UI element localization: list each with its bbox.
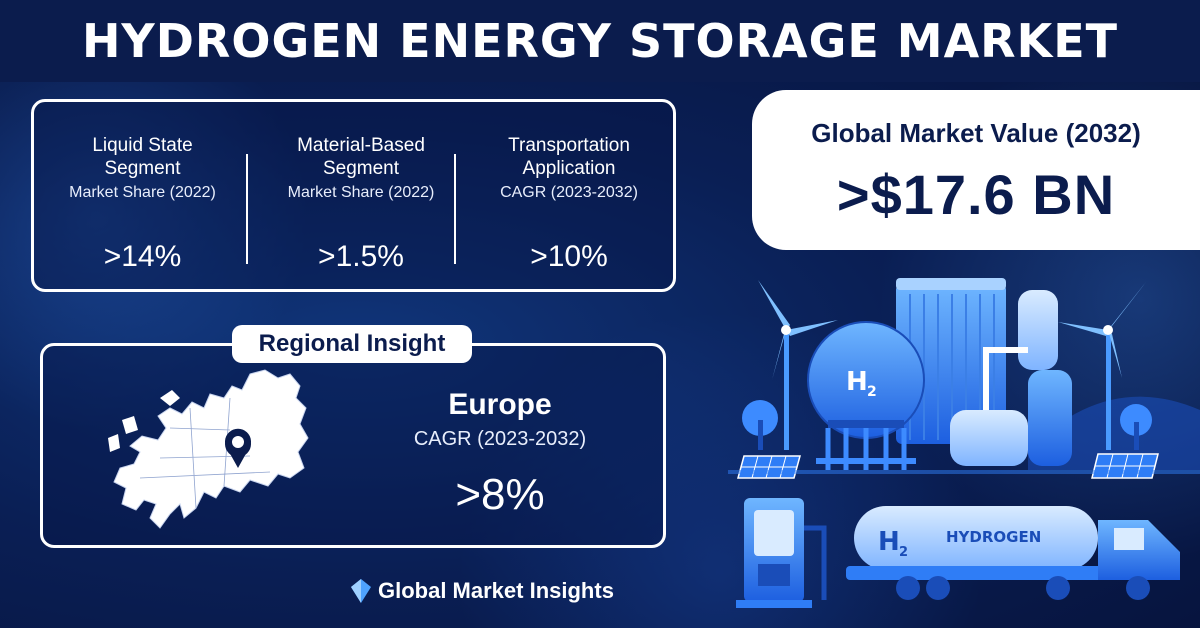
wind-turbine-right-icon <box>1058 282 1146 450</box>
tree-icon <box>742 400 778 450</box>
stat-title: Liquid State Segment <box>40 134 245 180</box>
solar-panel-icon <box>737 455 801 479</box>
global-value-title: Global Market Value (2032) <box>811 118 1141 148</box>
tank-subscript-label: 2 <box>867 384 877 400</box>
region-name: Europe <box>448 388 552 421</box>
stat-title: Transportation Application <box>464 134 674 180</box>
stat-title-line2: Segment <box>104 158 181 179</box>
stat-title-line1: Liquid State <box>92 135 193 156</box>
stat-value: >1.5% <box>318 240 404 273</box>
fuel-pump-icon <box>736 498 827 608</box>
stat-title-line1: Transportation <box>508 135 630 156</box>
stat-liquid-state: Liquid State Segment Market Share (2022)… <box>40 102 245 295</box>
stat-subtitle: CAGR (2023-2032) <box>500 184 638 201</box>
segment-stats-panel: Liquid State Segment Market Share (2022)… <box>31 99 676 292</box>
logo-mark-icon <box>351 579 371 603</box>
brand-logo: Global Market Insights <box>350 578 614 604</box>
stat-subtitle: Market Share (2022) <box>287 184 435 201</box>
stat-title-line2: Application <box>522 158 616 179</box>
stat-divider <box>454 154 456 264</box>
stat-divider <box>246 154 248 264</box>
stat-title-line2: Segment <box>322 158 400 179</box>
stat-value: >14% <box>103 240 182 273</box>
page-title: HYDROGEN ENERGY STORAGE MARKET <box>81 14 1119 68</box>
solar-panel-icon <box>1091 453 1159 479</box>
stat-value: >10% <box>530 240 608 273</box>
truck-hydrogen-label: HYDROGEN <box>946 528 1041 546</box>
stat-title-line1: Material-Based <box>297 135 425 156</box>
region-metric: CAGR (2023-2032) <box>413 428 587 450</box>
global-market-value-card: Global Market Value (2032) >$17.6 BN <box>752 90 1200 250</box>
tree-icon <box>1120 404 1152 450</box>
stat-title: Material-Based Segment <box>256 134 466 180</box>
wind-turbine-left-icon <box>758 280 838 450</box>
hydrogen-truck-icon: H 2 HYDROGEN <box>846 506 1180 600</box>
truck-h-label: H <box>878 527 900 557</box>
logo-text: Global Market Insights <box>378 578 614 603</box>
region-value: >8% <box>455 470 545 519</box>
stat-transportation: Transportation Application CAGR (2023-20… <box>464 102 674 295</box>
global-value-amount: >$17.6 BN <box>836 163 1116 226</box>
truck-subscript-label: 2 <box>899 545 908 560</box>
regional-insight-tag: Regional Insight <box>232 325 472 363</box>
tank-h-label: H <box>846 367 868 397</box>
europe-map-icon <box>108 369 309 529</box>
stat-subtitle: Market Share (2022) <box>69 184 216 201</box>
hydrogen-facility-illustration: H 2 H 2 HY <box>728 278 1200 608</box>
stat-material-based: Material-Based Segment Market Share (202… <box>256 102 466 295</box>
title-banner: HYDROGEN ENERGY STORAGE MARKET <box>0 0 1200 82</box>
hydrogen-sphere-tank-icon: H 2 <box>807 321 925 470</box>
